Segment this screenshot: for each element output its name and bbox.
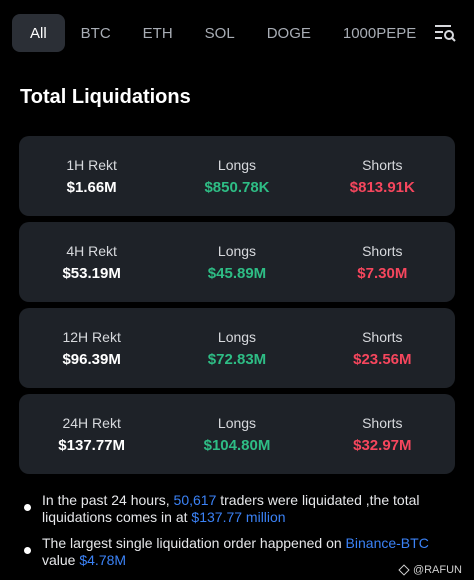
card-24h: 24H Rekt $137.77M Longs $104.80M Shorts … [19,394,455,474]
tab-1000pepe[interactable]: 1000PEPE [342,24,417,42]
longs-label: Longs [217,328,257,345]
shorts-value: $32.97M [353,436,412,454]
period-label: 4H Rekt [66,242,117,259]
bullet-icon [24,504,31,511]
period-label: 24H Rekt [62,414,121,431]
note-text: The largest single liquidation order hap… [42,535,346,551]
shorts-column: Shorts $32.97M [310,394,455,474]
tab-sol[interactable]: SOL [204,24,235,42]
shorts-label: Shorts [362,328,403,345]
total-amount: $137.77 million [191,509,286,525]
longs-column: Longs $104.80M [164,394,309,474]
note-text: value [42,552,80,568]
note-largest-order: The largest single liquidation order hap… [20,535,450,569]
tab-btc[interactable]: BTC [80,24,111,42]
longs-value: $72.83M [207,350,267,368]
longs-column: Longs $45.89M [164,222,309,302]
longs-value: $104.80M [203,436,271,454]
longs-value: $45.89M [207,264,267,282]
page-title: Total Liquidations [20,86,191,108]
largest-order-value: $4.78M [79,552,127,568]
shorts-label: Shorts [362,156,403,173]
longs-label: Longs [217,414,257,431]
longs-label: Longs [217,156,257,173]
bullet-icon [24,547,31,554]
total-value: $1.66M [66,178,117,196]
note-24h-summary: In the past 24 hours, 50,617 traders wer… [20,492,450,526]
tab-all[interactable]: All [12,14,65,52]
period-label: 1H Rekt [66,156,117,173]
longs-column: Longs $850.78K [164,136,309,216]
card-4h: 4H Rekt $53.19M Longs $45.89M Shorts $7.… [19,222,455,302]
total-value: $137.77M [58,436,126,454]
binance-diamond-icon [398,564,410,576]
shorts-value: $7.30M [357,264,408,282]
shorts-column: Shorts $7.30M [310,222,455,302]
total-column: 1H Rekt $1.66M [19,136,164,216]
longs-column: Longs $72.83M [164,308,309,388]
trader-count: 50,617 [173,492,217,508]
shorts-value: $23.56M [353,350,412,368]
shorts-value: $813.91K [349,178,415,196]
filter-search-icon[interactable] [434,23,456,43]
note-text: traders were liquidated ,the total liqui… [42,492,420,525]
watermark-text: @RAFUN [412,564,462,576]
tab-doge[interactable]: DOGE [266,24,311,42]
summary-notes: In the past 24 hours, 50,617 traders wer… [20,492,450,578]
exchange-pair-link[interactable]: Binance-BTC [345,535,429,551]
asset-tabs: All BTC ETH SOL DOGE 1000PEPE [12,14,462,52]
total-column: 12H Rekt $96.39M [19,308,164,388]
shorts-column: Shorts $23.56M [310,308,455,388]
card-1h: 1H Rekt $1.66M Longs $850.78K Shorts $81… [19,136,455,216]
liquidation-cards: 1H Rekt $1.66M Longs $850.78K Shorts $81… [19,136,455,480]
shorts-label: Shorts [362,242,403,259]
total-value: $96.39M [62,350,121,368]
note-text: In the past 24 hours, [42,492,174,508]
shorts-column: Shorts $813.91K [310,136,455,216]
total-column: 24H Rekt $137.77M [19,394,164,474]
shorts-label: Shorts [362,414,403,431]
total-value: $53.19M [62,264,121,282]
longs-value: $850.78K [204,178,270,196]
card-12h: 12H Rekt $96.39M Longs $72.83M Shorts $2… [19,308,455,388]
total-column: 4H Rekt $53.19M [19,222,164,302]
period-label: 12H Rekt [62,328,121,345]
watermark: @RAFUN [398,564,462,576]
longs-label: Longs [217,242,257,259]
tab-eth[interactable]: ETH [142,24,173,42]
